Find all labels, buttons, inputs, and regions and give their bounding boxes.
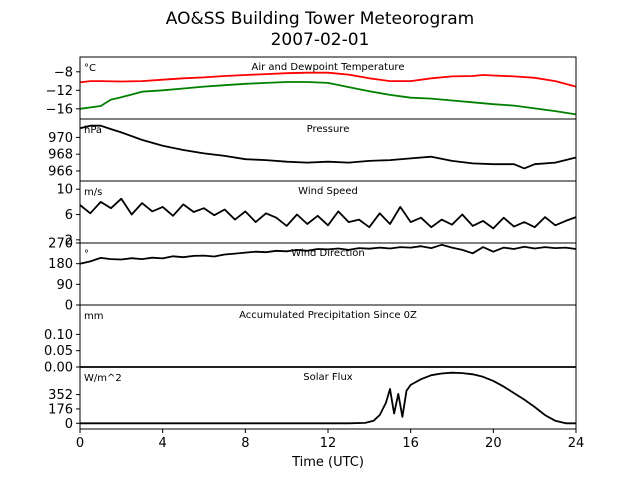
- precipitation-ytick-label: 0.05: [44, 344, 73, 359]
- solar_flux-series-line-0: [80, 371, 576, 425]
- panel-temperature: −8 −12 −16 °C Air and Dewpoint Temperature: [46, 56, 577, 120]
- solar_flux-unit-label: W/m^2: [84, 373, 122, 384]
- wind_speed-series-line-0: [79, 197, 577, 230]
- xtick-label: 24: [568, 436, 585, 451]
- x-axis-label: Time (UTC): [291, 455, 364, 470]
- wind_speed-ytick-label: 10: [56, 183, 73, 198]
- xtick-label: 16: [402, 436, 419, 451]
- temperature-ytick-label: −12: [46, 84, 73, 99]
- panel-wind_speed: 10 6 2 m/s Wind Speed: [56, 180, 577, 248]
- precipitation-ytick-label: 0.00: [44, 361, 73, 376]
- xtick-label: 12: [320, 436, 337, 451]
- temperature-panel-label: Air and Dewpoint Temperature: [252, 62, 405, 73]
- chart-subtitle: 2007-02-01: [271, 30, 370, 50]
- xtick-label: 0: [76, 436, 84, 451]
- wind_direction-panel-label: Wind Direction: [291, 248, 365, 259]
- temperature-ytick-label: −8: [54, 65, 73, 80]
- temperature-series-line-0: [79, 71, 577, 88]
- pressure-unit-label: hPa: [84, 125, 102, 136]
- pressure-ytick-label: 966: [48, 164, 73, 179]
- wind_speed-ytick-label: 2: [65, 233, 73, 248]
- panels-group: −8 −12 −16 °C Air and Dewpoint Temperature 97…: [44, 56, 577, 432]
- wind_direction-unit-label: °: [84, 249, 89, 260]
- temperature-series-line-1: [79, 81, 577, 116]
- pressure-series-line-0: [79, 124, 577, 170]
- wind_speed-panel-label: Wind Speed: [298, 186, 358, 197]
- wind_direction-ytick-label: 0: [65, 299, 73, 314]
- pressure-ytick-label: 968: [48, 148, 73, 163]
- solar_flux-panel-label: Solar Flux: [303, 372, 353, 383]
- wind_direction-series-line-0: [79, 243, 577, 265]
- panel-wind_direction: 270 180 90 0 ° Wind Direction: [48, 237, 577, 314]
- xtick-label: 4: [159, 436, 167, 451]
- temperature-unit-label: °C: [84, 63, 96, 74]
- panel-precipitation: 0.100.05 0.00 mm Accumulated Precipitation …: [44, 304, 577, 376]
- wind_speed-unit-label: m/s: [84, 187, 102, 198]
- pressure-panel-label: Pressure: [307, 124, 350, 135]
- chart-title: AO&SS Building Tower Meteorogram: [166, 9, 474, 29]
- xtick-label: 20: [485, 436, 502, 451]
- solar_flux-ytick-label: 176: [48, 402, 73, 417]
- precipitation-ytick-label: 0.10: [44, 328, 73, 343]
- wind_direction-ytick-label: 90: [56, 278, 73, 293]
- x-axis: 0 4 8 12 16 20 24: [76, 429, 584, 451]
- precipitation-panel-label: Accumulated Precipitation Since 0Z: [239, 310, 417, 321]
- xtick-label: 8: [241, 436, 249, 451]
- pressure-ytick-label: 970: [48, 131, 73, 146]
- wind_direction-ytick-label: 270: [48, 237, 73, 252]
- wind_direction-ytick-label: 180: [48, 257, 73, 272]
- precipitation-unit-label: mm: [84, 311, 103, 322]
- temperature-ytick-label: −16: [46, 102, 73, 117]
- solar_flux-ytick-label: 352: [48, 388, 73, 403]
- solar_flux-ytick-label: 0: [65, 417, 73, 432]
- wind_speed-ytick-label: 6: [65, 208, 73, 223]
